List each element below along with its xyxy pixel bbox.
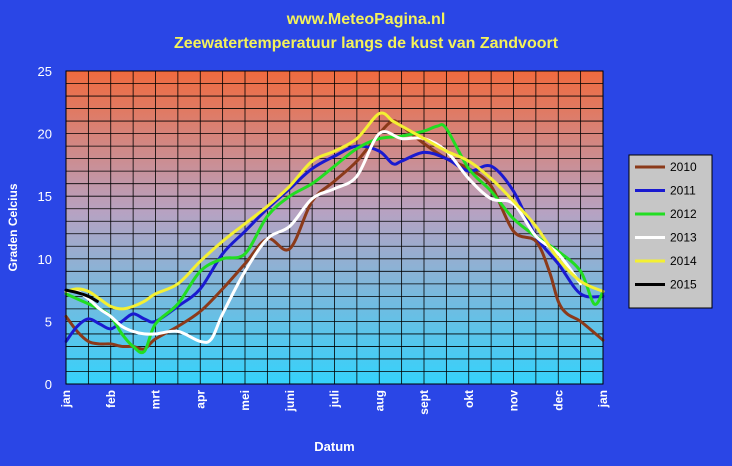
y-tick-labels: 0 5 10 15 20 25 [38,64,52,392]
legend-label: 2013 [670,231,697,245]
x-tick-label: feb [104,390,118,408]
legend-label: 2011 [670,184,696,198]
y-tick-label: 0 [45,377,52,392]
y-tick-label: 5 [45,314,52,329]
series-line-2013 [64,130,583,344]
series-line-2012 [64,123,605,355]
chart-title: www.MeteoPagina.nl [286,11,446,28]
x-tick-label: sept [417,390,431,415]
series-line-2014 [64,111,605,311]
gridlines [65,70,604,385]
x-tick-labels: jan feb mrt apr mei juni juli aug sept okt nov dec j… [59,390,610,415]
plot-border [65,70,604,385]
x-tick-label: dec [551,390,565,411]
x-tick-label: okt [462,390,476,408]
x-tick-label: jan [596,390,610,408]
legend-label: 2010 [670,160,697,174]
legend-label: 2014 [670,254,697,268]
y-tick-label: 10 [38,252,52,267]
series-lines [64,111,605,355]
y-tick-label: 15 [38,189,52,204]
legend-box [628,154,713,309]
y-tick-label: 20 [38,127,52,142]
legend-label: 2012 [670,207,697,221]
series-line-2010 [64,119,605,351]
x-tick-label: apr [193,390,207,409]
x-axis-label: Datum [314,439,354,454]
series-line-2011 [64,144,605,343]
chart-subtitle: Zeewatertemperatuur langs de kust van Za… [173,35,559,52]
x-tick-label: aug [372,390,386,411]
x-tick-label: mei [238,390,252,411]
series-line-2015 [64,288,99,303]
y-tick-label: 25 [38,64,52,79]
x-tick-label: nov [507,390,521,412]
legend-label: 2015 [670,278,697,292]
x-tick-label: juni [283,390,297,412]
x-tick-label: juli [328,390,342,408]
y-axis-label: Graden Celcius [6,183,20,271]
x-tick-label: jan [59,390,73,408]
legend: 2010 2011 2012 2013 2014 2015 [628,154,713,309]
x-tick-label: mrt [149,390,163,409]
